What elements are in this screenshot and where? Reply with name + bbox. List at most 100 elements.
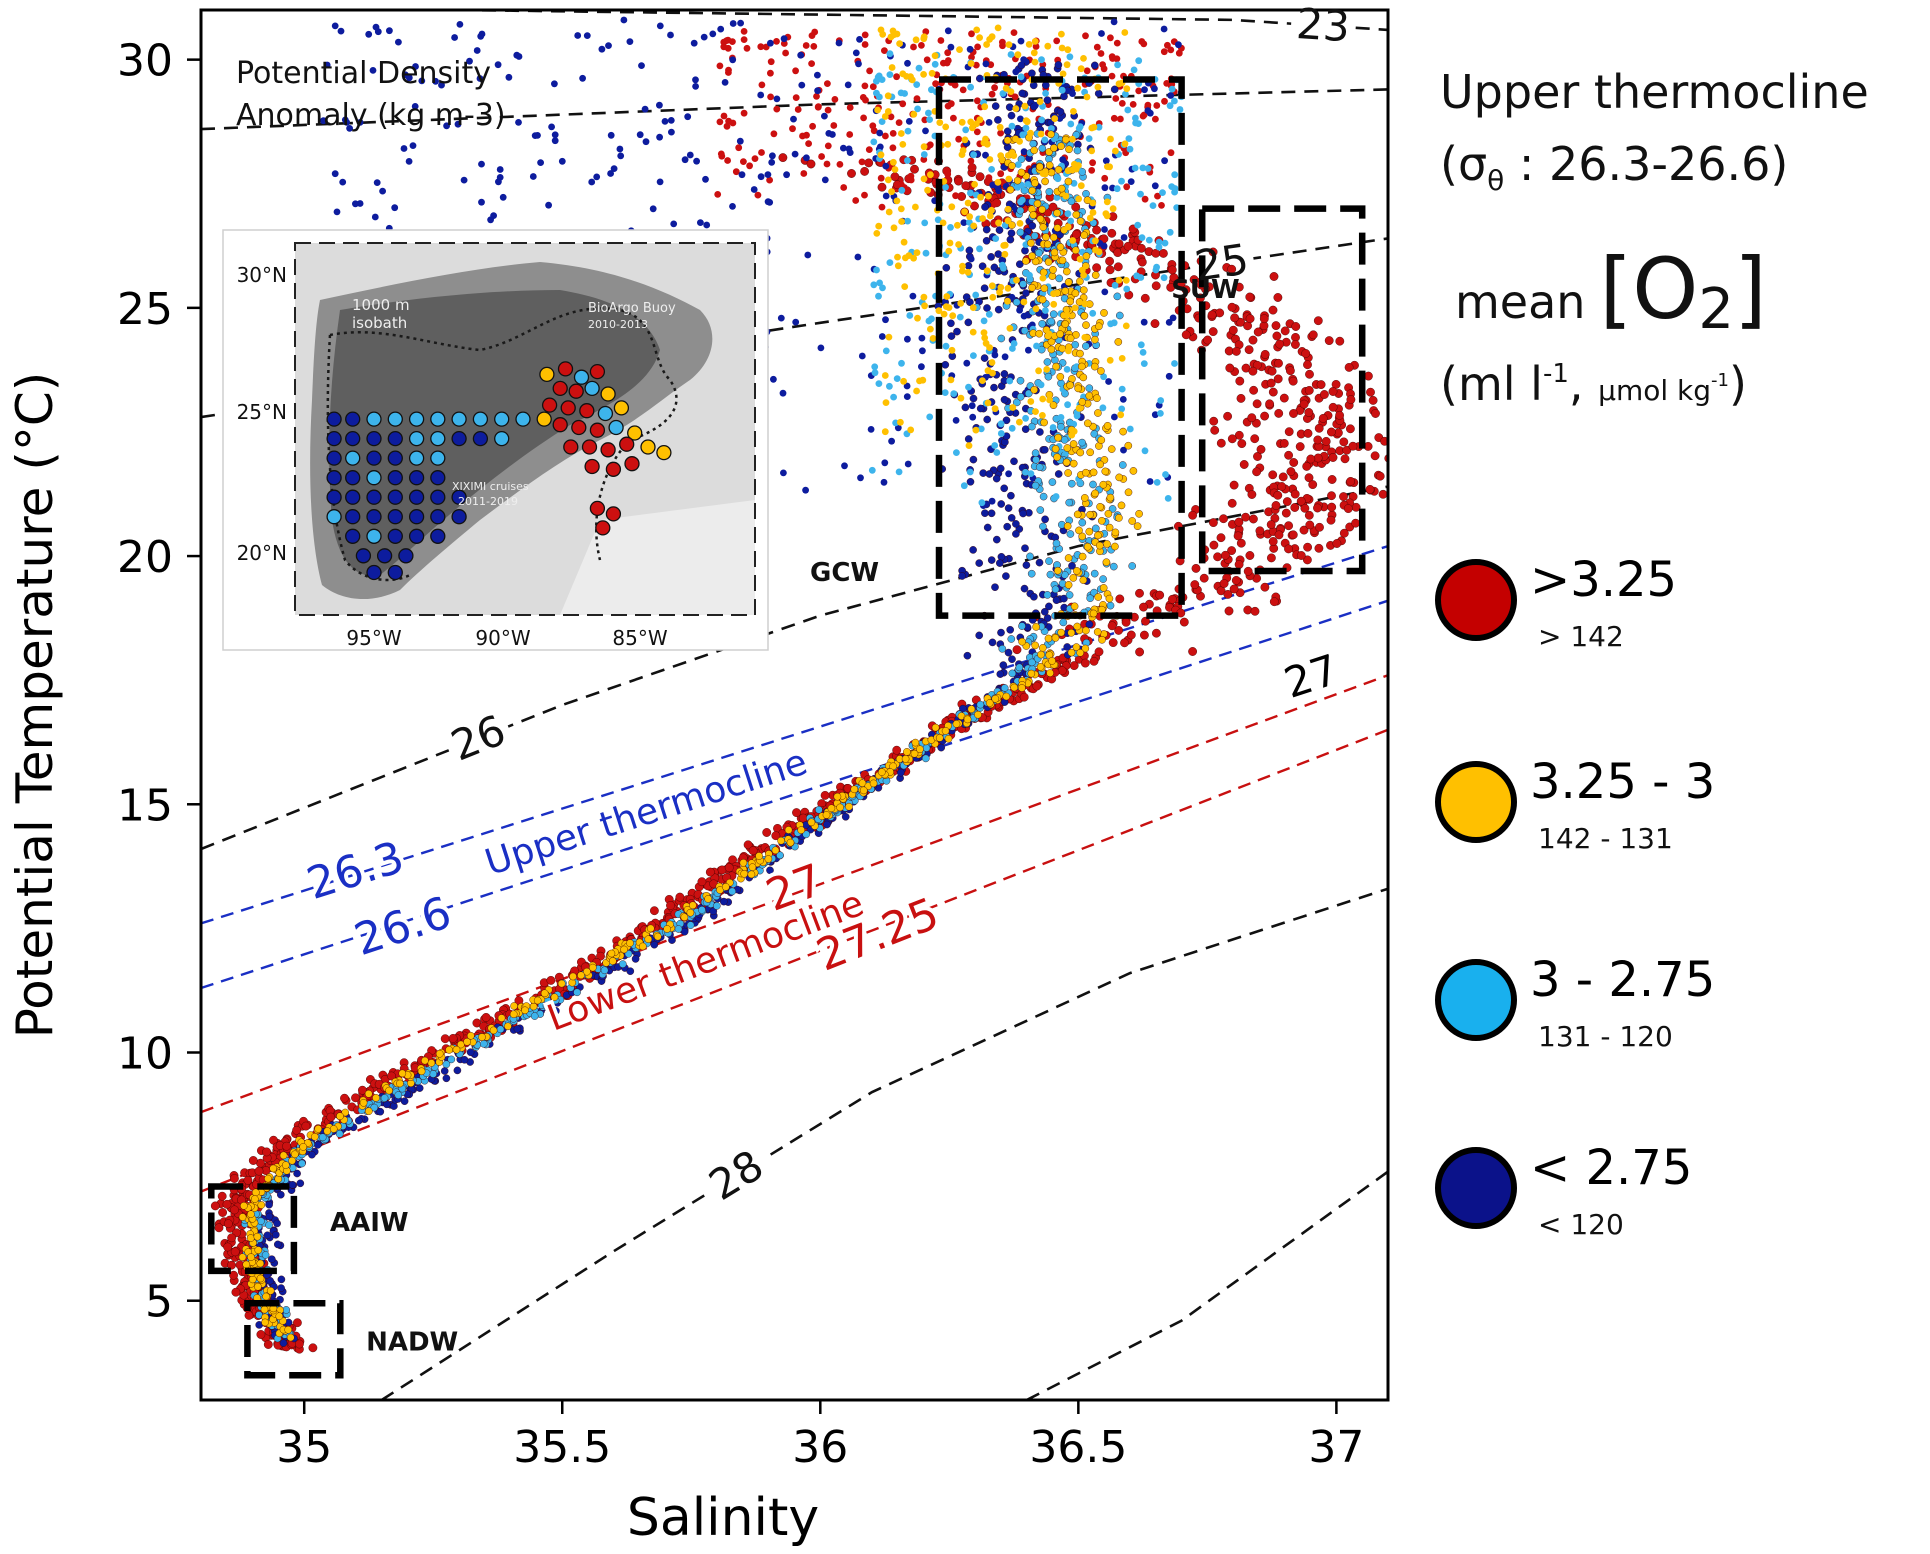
- scatter-point: [1017, 155, 1026, 163]
- surface-scatter-point: [1158, 202, 1165, 209]
- surface-scatter-point: [579, 74, 586, 82]
- scatter-point: [427, 1059, 436, 1067]
- scatter-point: [1078, 518, 1087, 527]
- legend-main-label-2: 3 - 2.75: [1530, 952, 1715, 1008]
- inset-station-dot: [541, 397, 558, 413]
- inset-station-dot: [451, 489, 467, 505]
- scatter-point: [1047, 317, 1055, 326]
- surface-scatter-point: [1130, 66, 1138, 74]
- surface-scatter-point: [1124, 106, 1132, 114]
- scatter-point: [357, 1085, 367, 1095]
- surface-scatter-point: [993, 449, 1001, 456]
- scatter-point: [1227, 498, 1237, 508]
- surface-scatter-point: [956, 313, 964, 321]
- surface-scatter-point: [927, 325, 934, 333]
- scatter-point: [351, 1093, 360, 1103]
- scatter-point: [1008, 669, 1017, 678]
- surface-scatter-point: [1008, 293, 1016, 301]
- surface-scatter-point: [1175, 41, 1182, 49]
- surface-scatter-point: [1070, 179, 1078, 187]
- surface-scatter-point: [882, 316, 889, 324]
- inset-station-dot: [345, 411, 361, 427]
- surface-scatter-point: [967, 255, 975, 263]
- scatter-point: [964, 435, 973, 443]
- scatter-point: [1079, 576, 1088, 584]
- surface-scatter-point: [1004, 205, 1012, 213]
- surface-scatter-point: [1089, 209, 1097, 216]
- scatter-point: [771, 831, 781, 841]
- scatter-point: [954, 176, 963, 186]
- scatter-point: [1209, 518, 1218, 527]
- inset-lon-label-90w: 90°W: [475, 626, 530, 650]
- surface-scatter-point: [487, 216, 494, 224]
- surface-scatter-point: [1107, 34, 1114, 42]
- scatter-point: [364, 1090, 373, 1098]
- surface-scatter-point: [1004, 297, 1011, 305]
- surface-scatter-point: [1025, 346, 1032, 354]
- surface-scatter-point: [1057, 414, 1065, 421]
- surface-scatter-point: [1157, 397, 1165, 404]
- scatter-point: [1049, 310, 1058, 319]
- surface-scatter-point: [1064, 401, 1071, 409]
- surface-scatter-point: [948, 346, 956, 354]
- scatter-point: [1032, 623, 1040, 631]
- surface-scatter-point: [1058, 86, 1066, 94]
- scatter-point: [1067, 197, 1076, 206]
- scatter-point: [296, 1179, 305, 1188]
- surface-scatter-point: [932, 80, 939, 88]
- surface-scatter-point: [973, 128, 981, 136]
- surface-scatter-point: [1082, 32, 1089, 40]
- surface-scatter-point: [798, 81, 806, 89]
- surface-scatter-point: [1072, 165, 1080, 173]
- scatter-point: [820, 791, 830, 800]
- surface-scatter-point: [877, 151, 885, 159]
- surface-scatter-point: [352, 200, 359, 208]
- scatter-point: [264, 1174, 272, 1183]
- surface-scatter-point: [593, 173, 601, 181]
- inset-station-dot: [584, 458, 600, 475]
- surface-scatter-point: [767, 69, 774, 77]
- scatter-point: [1073, 510, 1082, 519]
- scatter-point: [1038, 295, 1047, 304]
- scatter-point: [1305, 520, 1315, 530]
- water-mass-box-gcw: [935, 76, 1185, 619]
- scatter-point: [1207, 310, 1217, 320]
- scatter-point: [1050, 144, 1058, 152]
- legend-sigma-range: : 26.3-26.6): [1504, 137, 1788, 191]
- scatter-point: [1035, 558, 1044, 567]
- scatter-point: [230, 1247, 240, 1257]
- scatter-point: [1342, 445, 1352, 455]
- surface-scatter-point: [1171, 171, 1179, 179]
- scatter-point: [1274, 358, 1283, 368]
- scatter-point: [1274, 530, 1284, 540]
- scatter-point: [1137, 243, 1146, 253]
- surface-scatter-point: [909, 292, 917, 300]
- legend-mean-word: mean: [1455, 275, 1585, 329]
- scatter-point: [227, 1233, 237, 1243]
- surface-scatter-point: [931, 60, 939, 68]
- scatter-point: [1273, 293, 1283, 302]
- scatter-point: [1289, 409, 1298, 418]
- surface-scatter-point: [1126, 425, 1134, 433]
- scatter-point: [288, 1156, 296, 1165]
- scatter-point: [1243, 605, 1253, 615]
- scatter-point: [540, 989, 549, 998]
- surface-scatter-point: [886, 382, 893, 390]
- surface-scatter-point: [1081, 300, 1089, 308]
- scatter-point: [639, 942, 647, 951]
- scatter-point: [1028, 252, 1036, 260]
- scatter-point: [453, 1066, 462, 1075]
- scatter-point: [478, 1033, 486, 1041]
- scatter-point: [947, 319, 955, 328]
- surface-scatter-point: [991, 405, 999, 413]
- surface-scatter-point: [1139, 164, 1147, 172]
- scatter-point: [988, 638, 997, 647]
- scatter-point: [1103, 421, 1112, 430]
- scatter-point: [776, 851, 784, 860]
- scatter-point: [1210, 425, 1220, 435]
- scatter-point: [869, 779, 878, 788]
- scatter-point: [963, 715, 972, 724]
- surface-scatter-point: [904, 335, 911, 343]
- surface-scatter-point: [984, 367, 992, 375]
- scatter-point: [686, 908, 695, 917]
